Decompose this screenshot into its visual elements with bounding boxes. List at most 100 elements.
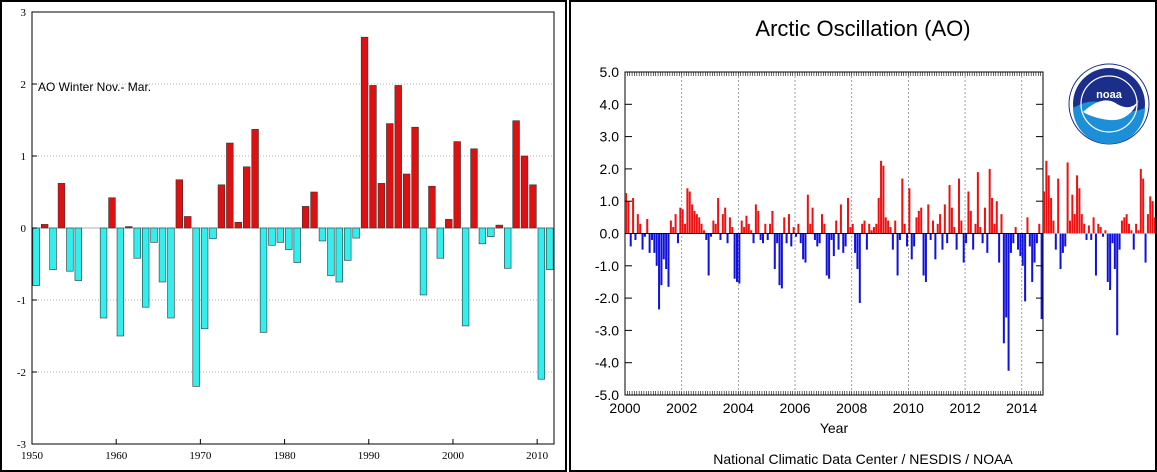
bar-1972 <box>217 184 226 229</box>
bar-month-81 <box>816 233 819 247</box>
bar-1993 <box>394 85 402 229</box>
x-tick-label: 2002 <box>666 400 697 416</box>
bar-month-220 <box>1144 233 1147 263</box>
y-tick-label: 2 <box>21 79 27 91</box>
bar-month-223 <box>1151 201 1154 234</box>
bar-month-70 <box>790 233 793 247</box>
bar-month-156 <box>993 223 996 234</box>
bar-2002 <box>470 148 478 229</box>
y-tick-label: -2.0 <box>595 290 619 306</box>
y-tick-label: -3.0 <box>595 322 619 338</box>
bar-month-154 <box>988 168 991 234</box>
bar-month-137 <box>948 185 951 234</box>
bar-month-47 <box>735 233 739 282</box>
x-tick-label: 2010 <box>893 400 924 416</box>
bar-month-40 <box>719 233 722 240</box>
x-tick-label: 1960 <box>105 450 128 462</box>
bar-1987 <box>344 227 352 261</box>
bar-1999 <box>445 219 453 229</box>
bar-month-163 <box>1009 233 1012 253</box>
bar-1953 <box>57 183 66 229</box>
bar-1951 <box>40 224 49 229</box>
x-tick-label: 1980 <box>274 450 297 462</box>
bar-month-114 <box>894 220 897 234</box>
bar-1997 <box>428 185 436 229</box>
bar-month-187 <box>1066 162 1069 234</box>
bar-month-91 <box>839 204 842 234</box>
bar-month-62 <box>771 210 774 234</box>
bar-1979 <box>276 227 285 243</box>
bar-month-192 <box>1078 188 1081 234</box>
bar-month-23 <box>679 207 682 234</box>
bar-month-9 <box>646 218 649 234</box>
bar-month-169 <box>1024 233 1027 302</box>
y-tick-label: -1 <box>17 295 26 307</box>
bar-month-5 <box>636 214 639 234</box>
bar-2003 <box>478 227 487 245</box>
bar-month-119 <box>906 233 909 247</box>
bar-month-74 <box>799 233 802 244</box>
bar-month-151 <box>981 233 984 244</box>
bar-month-197 <box>1090 233 1093 240</box>
bar-month-157 <box>995 201 998 234</box>
bar-month-17 <box>665 233 668 270</box>
bar-month-52 <box>747 223 750 234</box>
bar-month-79 <box>811 207 814 234</box>
bar-1994 <box>402 173 411 229</box>
bar-1967 <box>175 179 184 229</box>
y-tick-label: 2.0 <box>600 161 620 177</box>
bar-1959 <box>108 197 116 229</box>
bar-month-138 <box>950 207 953 234</box>
bar-month-181 <box>1052 220 1055 234</box>
bar-month-124 <box>917 210 920 234</box>
bar-month-55 <box>754 204 757 234</box>
bar-1969 <box>192 227 200 387</box>
bar-month-96 <box>851 223 854 234</box>
bar-month-56 <box>757 210 760 234</box>
bar-month-7 <box>641 233 644 250</box>
bar-1968 <box>184 216 192 229</box>
bar-month-190 <box>1073 214 1076 234</box>
bar-1977 <box>259 227 268 333</box>
bar-month-82 <box>818 233 821 244</box>
bar-month-37 <box>712 220 715 234</box>
bar-month-206 <box>1111 233 1114 244</box>
bar-1962 <box>133 227 141 259</box>
bar-month-174 <box>1035 233 1038 244</box>
bar-1990 <box>369 85 377 229</box>
bar-month-213 <box>1128 223 1131 234</box>
y-tick-label: -3 <box>17 439 27 451</box>
bar-month-140 <box>955 233 958 250</box>
bar-month-139 <box>953 227 956 234</box>
bar-month-222 <box>1149 196 1152 234</box>
bar-month-161 <box>1005 233 1008 318</box>
bar-month-155 <box>991 197 994 234</box>
bar-month-98 <box>856 233 859 270</box>
bar-1985 <box>327 227 335 276</box>
bar-month-218 <box>1139 168 1142 234</box>
bar-month-203 <box>1104 230 1107 234</box>
bar-month-76 <box>804 233 807 263</box>
bar-month-78 <box>809 223 812 234</box>
bar-2011 <box>546 227 554 271</box>
right-chart-panel: Arctic Oscillation (AO) 5.0 4.0 3.0 2.0 1.0 0… <box>569 0 1157 472</box>
y-tick-label: -1.0 <box>595 258 619 274</box>
bar-1960 <box>116 227 125 337</box>
bar-month-123 <box>915 217 918 234</box>
bar-month-6 <box>639 223 642 234</box>
bar-1952 <box>49 227 57 271</box>
y-tick-label: 0 <box>21 223 27 235</box>
bar-month-204 <box>1106 233 1109 282</box>
x-tick-label: 2004 <box>723 400 754 416</box>
bar-month-67 <box>783 217 786 234</box>
bar-month-110 <box>884 217 887 234</box>
bar-2009 <box>529 184 537 229</box>
bar-month-46 <box>733 233 736 279</box>
bar-month-86 <box>828 233 831 279</box>
bar-month-65 <box>778 233 781 286</box>
bar-1992 <box>386 123 394 229</box>
bar-month-112 <box>889 227 892 234</box>
x-tick-label: 1950 <box>21 450 44 462</box>
bar-month-108 <box>880 160 883 234</box>
bar-month-160 <box>1002 233 1005 344</box>
